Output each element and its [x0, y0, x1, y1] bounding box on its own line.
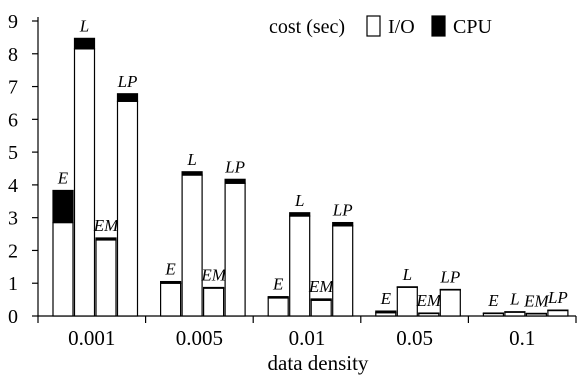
bar-io — [396, 286, 418, 317]
bar-cpu — [439, 288, 461, 291]
bar-cpu — [224, 178, 246, 184]
bar-label: LP — [332, 201, 353, 220]
bar-cpu — [95, 237, 117, 241]
bar-io — [439, 289, 461, 317]
bar-io — [289, 215, 311, 317]
bar-io — [73, 48, 96, 317]
bar-cpu — [482, 312, 504, 315]
bar-label: LP — [224, 157, 245, 176]
bar-io — [332, 225, 354, 317]
bar-cpu — [73, 37, 96, 50]
bar-cpu — [203, 286, 225, 289]
y-tick-label: 1 — [8, 273, 18, 295]
bar-cpu — [116, 93, 139, 102]
bar-label: LP — [547, 288, 568, 307]
x-category-label: 0.01 — [289, 326, 326, 350]
y-tick-label: 4 — [8, 175, 18, 197]
bar-io — [267, 297, 289, 317]
x-category-label: 0.001 — [68, 326, 115, 350]
bar-cpu — [289, 212, 311, 217]
y-tick-label: 3 — [8, 208, 18, 230]
bar-io — [95, 239, 117, 317]
bar-cpu — [332, 221, 354, 227]
bar-label: L — [79, 16, 89, 35]
bar-io — [116, 100, 139, 317]
bar-io — [224, 182, 246, 317]
bar-label: E — [272, 275, 284, 294]
bar-label: L — [186, 150, 196, 169]
legend-label-io: I/O — [388, 16, 415, 38]
legend-label-cpu: CPU — [453, 16, 492, 38]
y-tick-label: 7 — [8, 77, 18, 99]
bar-label: E — [380, 289, 392, 308]
bar-cpu — [525, 312, 548, 315]
bar-io — [547, 309, 569, 317]
bar-cpu — [181, 171, 203, 176]
legend-title: cost (sec) — [269, 16, 345, 38]
bar-cpu — [52, 189, 74, 224]
bar-io — [310, 299, 332, 317]
bar-label: E — [487, 291, 499, 310]
bar-label: L — [509, 290, 519, 309]
y-tick-label: 8 — [8, 44, 18, 66]
bar-cpu — [375, 310, 397, 314]
x-axis: 0.001 0.005 0.01 0.05 0.1 — [37, 315, 577, 350]
legend: cost (sec) I/O CPU — [269, 15, 492, 38]
x-category-label: 0.1 — [509, 326, 535, 350]
y-tick-label: 9 — [8, 11, 18, 33]
bar-cpu — [396, 286, 418, 288]
bar-cpu — [547, 309, 569, 312]
bar-label: E — [164, 260, 176, 279]
bar-label: L — [294, 191, 304, 210]
y-axis: 0 1 2 3 4 5 6 7 8 9 — [8, 11, 39, 328]
bar-cpu — [267, 296, 289, 299]
y-tick-label: 5 — [8, 142, 18, 164]
x-category-label: 0.005 — [176, 326, 223, 350]
bar-label: E — [57, 168, 69, 187]
bar-cpu — [160, 280, 182, 284]
y-tick-label: 6 — [8, 109, 18, 131]
y-tick-label: 0 — [8, 306, 18, 328]
bar-io — [203, 287, 225, 317]
bar-label: L — [402, 265, 412, 284]
y-tick-label: 2 — [8, 240, 18, 262]
bar-io — [181, 174, 203, 317]
bar-cpu — [418, 312, 440, 315]
bar-label: EM — [523, 291, 549, 310]
bar-cpu — [504, 311, 526, 313]
bar-label: EM — [308, 277, 334, 296]
legend-swatch-io — [366, 15, 381, 37]
bar-io — [52, 221, 74, 317]
bar-label: EM — [416, 291, 442, 310]
bar-label: EM — [200, 265, 226, 284]
legend-swatch-cpu — [431, 15, 446, 37]
x-axis-label: data density — [268, 351, 369, 375]
bar-label: EM — [93, 216, 119, 235]
bar-cpu — [310, 298, 332, 301]
bar-label: LP — [439, 267, 460, 286]
x-category-label: 0.05 — [396, 326, 433, 350]
bar-label: LP — [117, 72, 138, 91]
bar-io — [160, 282, 182, 317]
